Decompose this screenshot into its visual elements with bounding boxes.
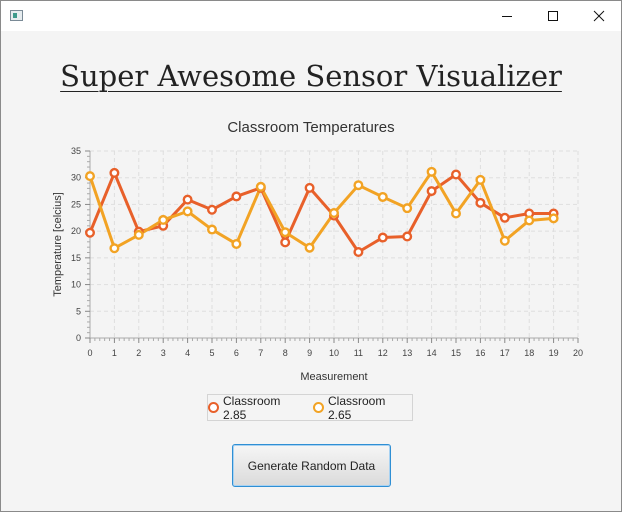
x-tick-label: 5 — [209, 348, 214, 358]
chart-axes: 0 1 2 3 4 5 6 7 8 9 10 11 12 13 14 15 16 17 18 19 2005101520… — [71, 146, 583, 358]
y-tick-label: 30 — [71, 173, 81, 183]
data-point-series-1 — [206, 204, 217, 215]
x-tick-label: 2 — [136, 348, 141, 358]
x-tick-label: 16 — [475, 348, 485, 358]
data-point-series-2 — [84, 171, 95, 182]
legend-label: Classroom 2.65 — [328, 393, 386, 422]
y-tick-label: 0 — [76, 333, 81, 343]
maximize-button[interactable] — [530, 1, 576, 31]
data-point-series-2 — [475, 174, 486, 185]
x-tick-label: 13 — [402, 348, 412, 358]
data-point-series-1 — [377, 232, 388, 243]
x-tick-label: 10 — [329, 348, 339, 358]
x-tick-label: 0 — [87, 348, 92, 358]
chart-series — [84, 166, 559, 257]
data-point-series-1 — [280, 237, 291, 248]
close-icon — [593, 10, 605, 22]
x-tick-label: 20 — [573, 348, 583, 358]
data-point-series-1 — [109, 167, 120, 178]
legend-marker-icon — [208, 402, 219, 413]
data-point-series-2 — [402, 203, 413, 214]
x-tick-label: 11 — [354, 348, 363, 358]
x-axis-label: Measurement — [300, 371, 367, 383]
data-point-series-1 — [84, 227, 95, 238]
line-chart: 0 1 2 3 4 5 6 7 8 9 10 11 12 13 14 15 16 17 18 19 2005101520… — [52, 146, 583, 383]
data-point-series-1 — [475, 197, 486, 208]
y-tick-label: 35 — [71, 146, 81, 156]
data-point-series-2 — [329, 207, 340, 218]
legend-item: Classroom 2.65 — [313, 394, 412, 422]
chart-title: Classroom Temperatures — [227, 119, 395, 136]
data-point-series-2 — [426, 166, 437, 177]
data-point-series-2 — [304, 242, 315, 253]
x-tick-label: 8 — [283, 348, 288, 358]
page-title: Super Awesome Sensor Visualizer — [1, 59, 621, 93]
data-point-series-2 — [451, 208, 462, 219]
data-point-series-2 — [109, 243, 120, 254]
data-point-series-2 — [182, 206, 193, 217]
data-point-series-2 — [499, 235, 510, 246]
x-tick-label: 7 — [258, 348, 263, 358]
data-point-series-1 — [231, 191, 242, 202]
x-tick-label: 6 — [234, 348, 239, 358]
y-tick-label: 25 — [71, 199, 81, 209]
minimize-button[interactable] — [484, 1, 530, 31]
data-point-series-1 — [353, 246, 364, 257]
x-tick-label: 3 — [161, 348, 166, 358]
generate-random-data-button[interactable]: Generate Random Data — [232, 444, 391, 487]
y-tick-label: 10 — [71, 280, 81, 290]
data-point-series-2 — [548, 213, 559, 224]
maximize-icon — [548, 11, 558, 21]
data-point-series-1 — [451, 169, 462, 180]
x-tick-label: 15 — [451, 348, 461, 358]
close-button[interactable] — [576, 1, 622, 31]
x-tick-label: 4 — [185, 348, 190, 358]
legend-label: Classroom 2.85 — [223, 393, 281, 422]
x-tick-label: 14 — [427, 348, 437, 358]
y-tick-label: 15 — [71, 253, 81, 263]
data-point-series-2 — [377, 191, 388, 202]
y-tick-label: 20 — [71, 226, 81, 236]
chart-legend: Classroom 2.85 Classroom 2.65 — [207, 394, 413, 422]
x-tick-label: 17 — [500, 348, 510, 358]
data-point-series-1 — [499, 212, 510, 223]
data-point-series-2 — [206, 224, 217, 235]
legend-item: Classroom 2.85 — [208, 394, 307, 422]
title-bar — [1, 1, 621, 31]
data-point-series-2 — [280, 227, 291, 238]
data-point-series-2 — [353, 180, 364, 191]
minimize-icon — [502, 16, 512, 17]
data-point-series-2 — [133, 229, 144, 240]
data-point-series-2 — [231, 238, 242, 249]
x-tick-label: 1 — [112, 348, 117, 358]
x-tick-label: 12 — [378, 348, 388, 358]
data-point-series-1 — [304, 182, 315, 193]
legend-marker-icon — [313, 402, 324, 413]
app-icon — [10, 10, 23, 21]
data-point-series-1 — [182, 194, 193, 205]
x-tick-label: 18 — [524, 348, 534, 358]
x-tick-label: 19 — [549, 348, 559, 358]
page-title-text: Super Awesome Sensor Visualizer — [60, 59, 562, 93]
data-point-series-2 — [524, 215, 535, 226]
data-point-series-2 — [255, 181, 266, 192]
data-point-series-1 — [426, 186, 437, 197]
chart-grid — [90, 150, 579, 338]
data-point-series-2 — [158, 214, 169, 225]
x-tick-label: 9 — [307, 348, 312, 358]
y-axis-label: Temperature [celcius] — [52, 192, 64, 297]
data-point-series-1 — [402, 231, 413, 242]
y-tick-label: 5 — [76, 306, 81, 316]
